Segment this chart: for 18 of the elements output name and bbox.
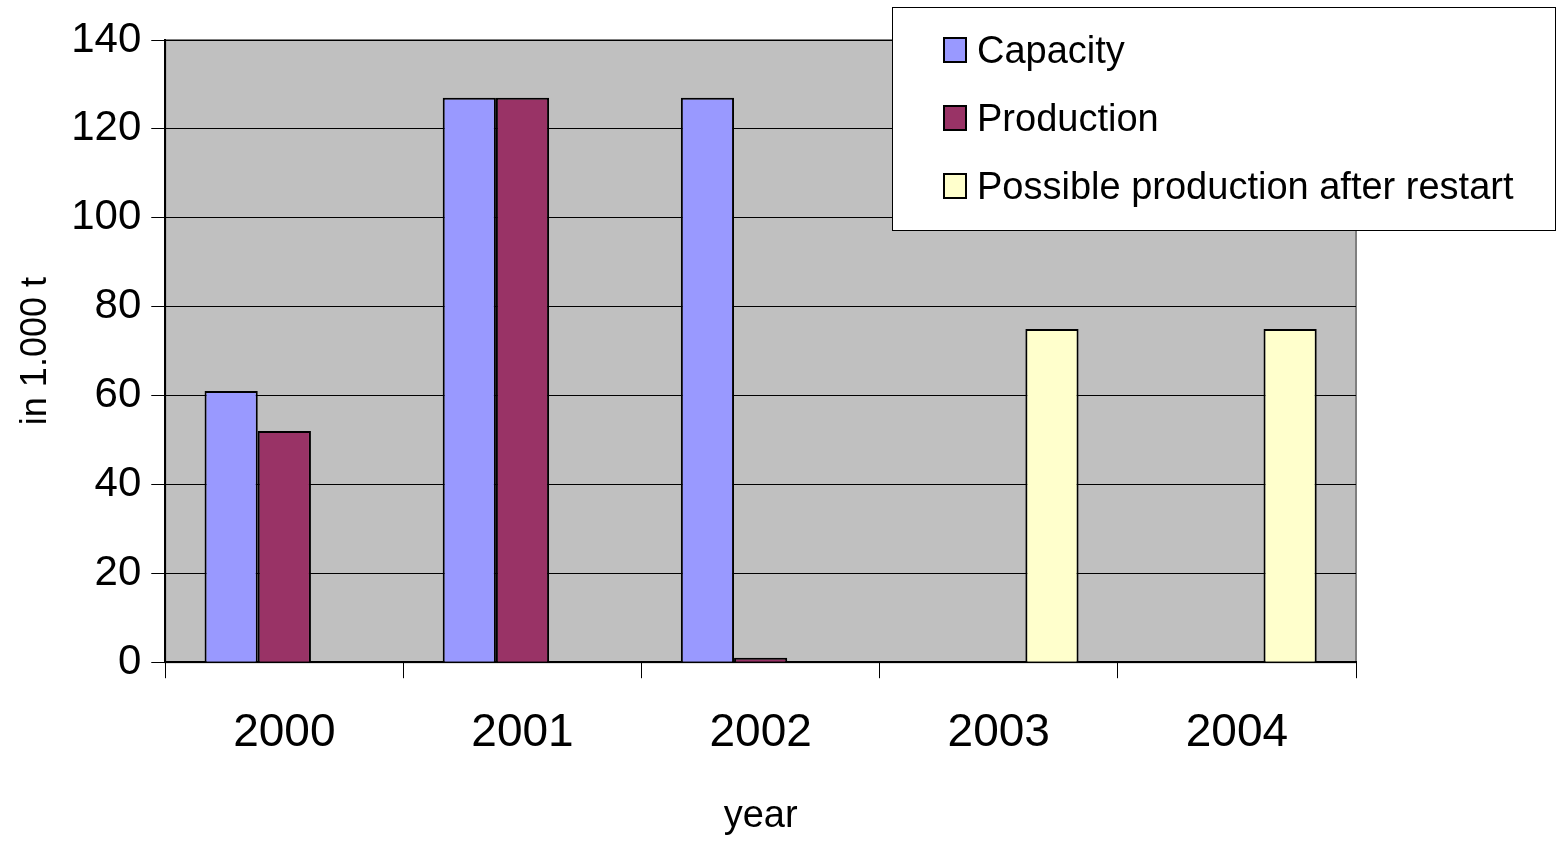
y-tick-label: 100 (71, 191, 142, 239)
y-tick-label: 20 (94, 546, 142, 594)
y-tick-label: 120 (71, 102, 142, 150)
y-tick-label: 80 (94, 280, 142, 328)
y-tick-label: 40 (94, 458, 142, 506)
legend-label: Production (977, 96, 1159, 140)
y-axis-title: in 1.000 t (12, 277, 54, 426)
x-tick-label: 2002 (709, 704, 812, 757)
legend-label: Capacity (977, 28, 1125, 72)
x-tick-label: 2000 (233, 704, 336, 757)
y-tick-label: 140 (71, 13, 142, 61)
x-tick-label: 2001 (471, 704, 574, 757)
x-tick-label: 2004 (1185, 704, 1289, 757)
x-axis-title: year (723, 792, 798, 835)
legend-label: Possible production after restart (977, 164, 1514, 208)
y-tick-label: 0 (117, 635, 142, 683)
x-tick-label: 2003 (947, 704, 1050, 757)
y-tick-label: 60 (94, 369, 142, 417)
